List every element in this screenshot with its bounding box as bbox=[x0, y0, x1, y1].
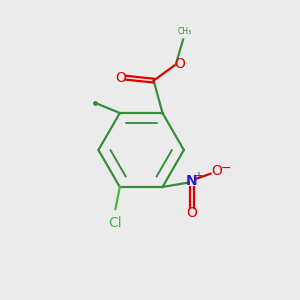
Text: Cl: Cl bbox=[109, 216, 122, 230]
Text: O: O bbox=[187, 206, 197, 220]
Text: O: O bbox=[175, 57, 186, 71]
Text: +: + bbox=[194, 171, 202, 181]
Text: N: N bbox=[186, 174, 198, 188]
Text: −: − bbox=[221, 162, 232, 175]
Text: CH₃: CH₃ bbox=[178, 27, 192, 36]
Text: O: O bbox=[115, 71, 126, 85]
Text: O: O bbox=[212, 164, 222, 178]
